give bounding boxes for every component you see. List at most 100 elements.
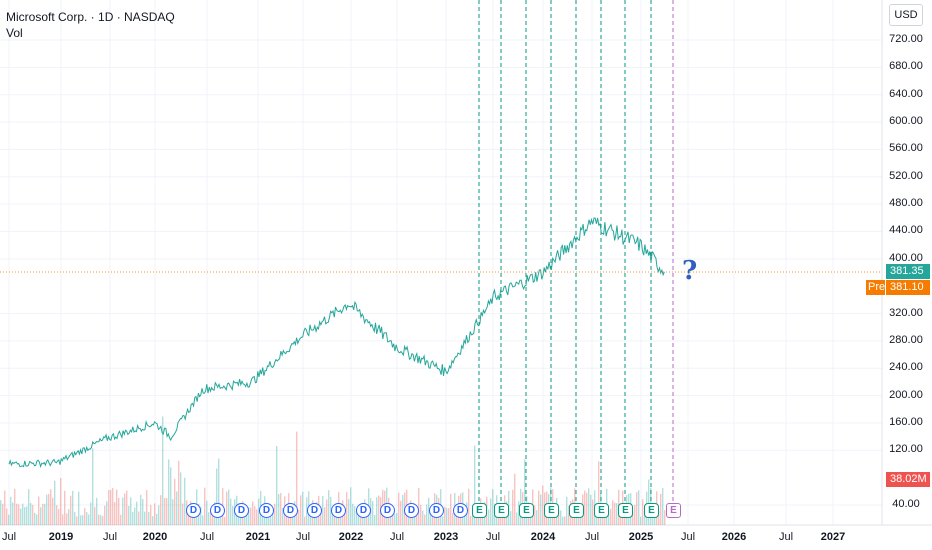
volume-bar [122,497,124,525]
dividend-marker-icon[interactable]: D [259,503,274,518]
volume-bar [112,487,114,525]
volume-bar [52,497,54,525]
volume-bar [100,514,102,525]
volume-bar [590,494,592,525]
pre-market-label: Pre [866,280,886,295]
volume-bar [372,501,374,525]
volume-bar [558,509,560,525]
volume-bar [488,509,490,525]
volume-bar [560,510,562,525]
volume-bar [168,459,170,525]
volume-bar [442,516,444,525]
dividend-marker-icon[interactable]: D [453,503,468,518]
volume-indicator-label[interactable]: Vol [6,26,23,40]
volume-bar [592,499,594,525]
dividend-marker-icon[interactable]: D [429,503,444,518]
volume-bar [266,513,268,525]
volume-bar [172,499,174,525]
volume-bar [516,512,518,525]
volume-bar [352,503,354,525]
price-axis-label: 480.00 [889,197,923,210]
dividend-marker-icon[interactable]: D [356,503,371,518]
volume-bar [398,492,400,525]
volume-bar [340,510,342,525]
volume-bar [44,503,46,525]
dividend-marker-icon[interactable]: D [186,503,201,518]
dividend-marker-icon[interactable]: D [283,503,298,518]
volume-bar [346,491,348,525]
upcoming-earnings-icon[interactable]: E [666,503,681,518]
volume-bar [34,512,36,525]
volume-bar [538,490,540,525]
volume-bar [218,458,220,525]
price-axis-label: 240.00 [889,361,923,374]
volume-bar [228,489,230,525]
volume-bar [116,489,118,525]
time-axis-label: Jul [778,531,794,543]
earnings-marker-icon[interactable]: E [644,503,659,518]
price-series-line [8,217,665,469]
volume-bar [402,495,404,525]
volume-bar [50,489,52,525]
earnings-marker-icon[interactable]: E [569,503,584,518]
volume-bar [206,500,208,525]
price-axis-label: 280.00 [889,333,923,346]
earnings-marker-icon[interactable]: E [519,503,534,518]
dividend-marker-icon[interactable]: D [380,503,395,518]
volume-bar [394,514,396,525]
symbol-title[interactable]: Microsoft Corp. · 1D · NASDAQ [6,10,175,24]
volume-bar [376,497,378,525]
volume-bar [604,515,606,525]
dividend-marker-icon[interactable]: D [307,503,322,518]
volume-bar [300,495,302,525]
earnings-marker-icon[interactable]: E [544,503,559,518]
earnings-marker-icon[interactable]: E [472,503,487,518]
volume-bar [158,505,160,525]
dividend-marker-icon[interactable]: D [404,503,419,518]
volume-bar [456,511,458,525]
volume-bar [296,431,298,525]
dividend-marker-icon[interactable]: D [234,503,249,518]
volume-bar [98,514,100,525]
volume-bar [200,506,202,525]
volume-bar [42,503,44,525]
volume-bar [614,502,616,525]
earnings-marker-icon[interactable]: E [594,503,609,518]
volume-bar [80,515,82,525]
volume-bar [104,505,106,525]
price-axis-label: 600.00 [889,115,923,128]
volume-bar [176,491,178,525]
time-axis-label: Jul [1,531,17,543]
dividend-marker-icon[interactable]: D [210,503,225,518]
earnings-marker-icon[interactable]: E [618,503,633,518]
volume-bar [636,492,638,525]
time-axis-label: 2023 [433,531,459,543]
price-axis-label: 400.00 [889,251,923,264]
volume-bar [60,478,62,525]
volume-bar [658,510,660,525]
volume-bar [164,498,166,525]
price-axis-label: 680.00 [889,60,923,73]
volume-bar [510,511,512,525]
volume-bar [96,497,98,525]
volume-bar [178,460,180,525]
volume-bar [320,507,322,525]
volume-bar [566,496,568,525]
volume-bar [54,480,56,525]
volume-bar [92,448,94,525]
volume-bar [534,505,536,525]
volume-bar [310,516,312,525]
volume-bar [518,501,520,525]
earnings-marker-icon[interactable]: E [494,503,509,518]
volume-bar [144,511,146,525]
currency-button[interactable]: USD [889,4,923,26]
dividend-marker-icon[interactable]: D [331,503,346,518]
volume-bar [512,489,514,525]
volume-bar [238,513,240,525]
volume-bar [336,516,338,525]
volume-bar [254,506,256,525]
volume-bar [94,506,96,525]
volume-bar [102,516,104,525]
